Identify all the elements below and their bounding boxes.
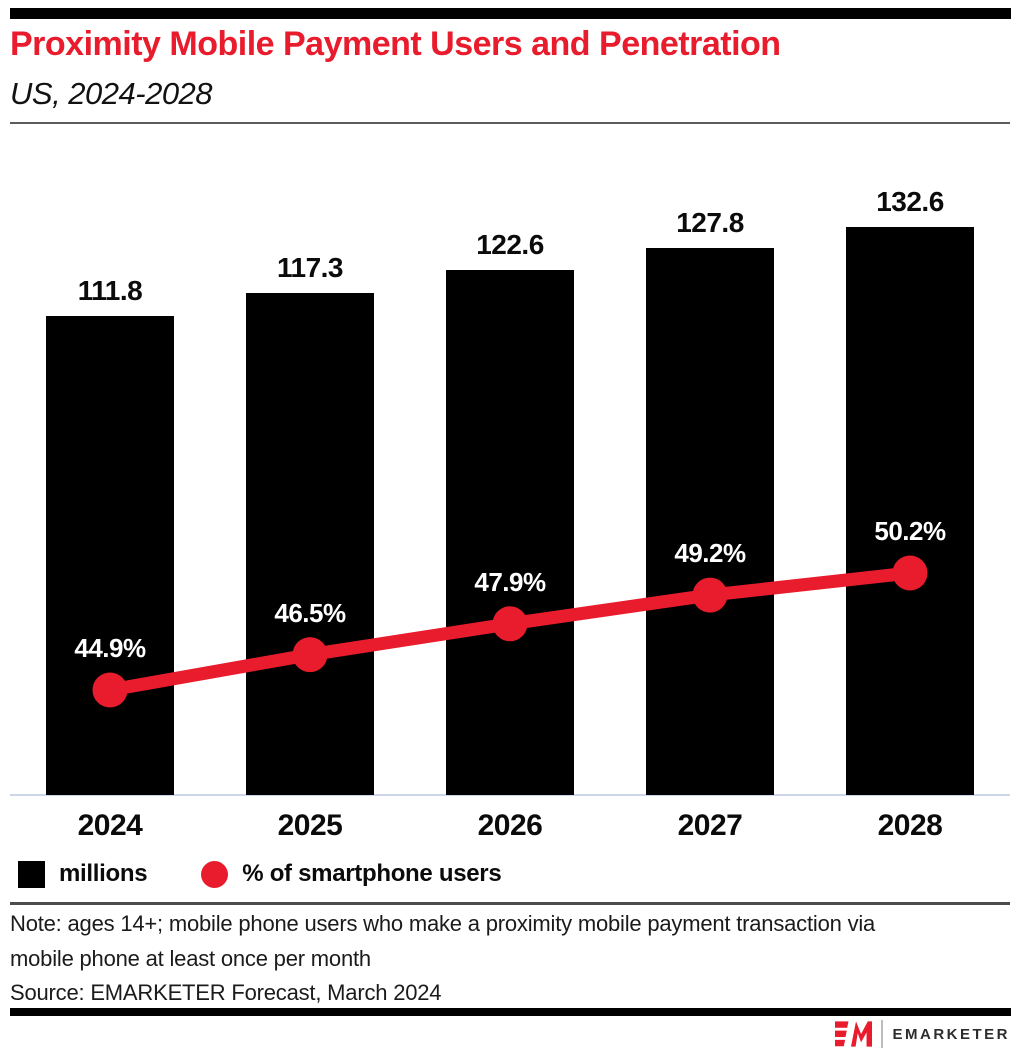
emarketer-logo-text: EMARKETER [892,1025,1010,1043]
emarketer-logo-mark-icon [835,1020,873,1048]
source-text: Source: EMARKETER Forecast, March 2024 [10,980,442,1005]
line-value-label-2024: 44.9% [74,633,146,663]
legend-bar-swatch [18,860,45,888]
page-subtitle: US, 2024-2028 [10,76,213,111]
bar-value-label-2026: 122.6 [476,228,544,260]
header-divider [10,122,1010,124]
footer-divider [10,902,1010,905]
legend-bar-label: millions [59,860,148,887]
line-value-label-2027: 49.2% [674,538,746,569]
x-axis-label-2024: 2024 [77,809,143,842]
bar-2028 [846,227,974,795]
bar-2027 [646,247,774,795]
bar-2025 [246,292,374,795]
top-black-rule [10,8,1011,19]
line-value-label-2028: 50.2% [874,516,946,546]
x-axis-label-2026: 2026 [477,809,543,842]
line-value-label-2026: 47.9% [474,566,546,597]
x-axis-label-2027: 2027 [677,809,743,842]
logo-divider [881,1020,884,1048]
page-title: Proximity Mobile Payment Users and Penet… [10,25,781,63]
bar-value-label-2024: 111.8 [77,275,143,307]
note-text-line1: Note: ages 14+; mobile phone users who m… [10,911,876,936]
bar-value-label-2025: 117.3 [276,251,344,283]
bar-2024 [46,316,174,795]
chart-legend: millions % of smartphone users [18,858,502,890]
note-text-line2: mobile phone at least once per month [10,946,371,971]
x-axis-label-2025: 2025 [277,809,343,842]
emarketer-logo: EMARKETER [835,1019,1010,1049]
x-axis-label-2028: 2028 [877,809,943,842]
bar-2026 [446,269,574,795]
x-axis-line [10,794,1010,796]
bottom-black-rule [10,1008,1011,1016]
bar-value-label-2027: 127.8 [676,206,744,238]
legend-line-swatch [201,860,229,888]
legend-line-label: % of smartphone users [242,860,502,887]
bar-value-label-2028: 132.6 [876,186,944,217]
line-value-label-2025: 46.5% [274,597,346,628]
